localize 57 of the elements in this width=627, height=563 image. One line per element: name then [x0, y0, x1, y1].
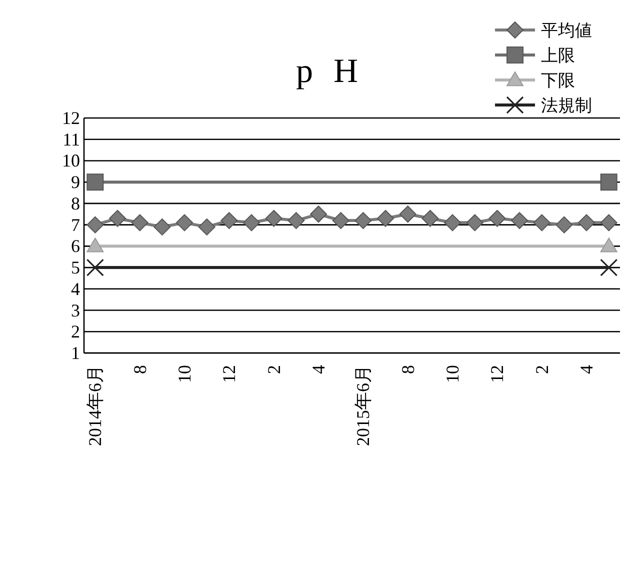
- y-tick-label: 3: [71, 300, 80, 320]
- x-tick-label: 8: [130, 365, 150, 374]
- point: [600, 174, 618, 191]
- point: [556, 216, 573, 234]
- y-tick-label: 8: [71, 193, 80, 214]
- point: [86, 174, 104, 191]
- point: [354, 212, 372, 230]
- chart-title: p H: [296, 53, 364, 90]
- y-tick-label: 4: [71, 278, 80, 299]
- x-tick-label: 10: [442, 365, 462, 383]
- point: [422, 210, 439, 227]
- x-tick-label: 2: [532, 365, 552, 374]
- legend-label: 下限: [541, 71, 575, 90]
- point: [109, 210, 126, 227]
- point: [86, 258, 104, 276]
- y-tick-label: 6: [71, 236, 80, 256]
- x-tick-label: 12: [219, 365, 240, 383]
- point: [131, 214, 148, 232]
- x-tick-label: 4: [308, 365, 328, 374]
- point: [600, 258, 618, 276]
- legend-label: 上限: [541, 46, 575, 65]
- x-tick-label: 10: [174, 365, 194, 383]
- x-tick-label: 8: [398, 365, 418, 374]
- point: [600, 214, 618, 232]
- x-tick-label: 2014年6月: [85, 365, 106, 446]
- point: [265, 210, 282, 227]
- x-tick-label: 2015年6月: [353, 365, 374, 446]
- y-tick-label: 5: [71, 258, 80, 278]
- point: [488, 210, 506, 227]
- legend-label: 法規制: [541, 96, 592, 115]
- x-tick-label: 2: [264, 365, 284, 374]
- point: [310, 206, 327, 223]
- y-tick-label: 2: [71, 322, 80, 342]
- point: [332, 212, 350, 230]
- legend-label: 平均値: [541, 21, 592, 40]
- point: [220, 212, 238, 230]
- y-tick-label: 10: [62, 150, 80, 171]
- point: [399, 206, 416, 223]
- y-tick-label: 9: [71, 172, 80, 192]
- y-tick-label: 1: [71, 343, 80, 363]
- y-tick-label: 11: [62, 129, 80, 150]
- point: [533, 214, 550, 232]
- point: [466, 214, 484, 232]
- point: [444, 214, 461, 232]
- point: [288, 212, 305, 230]
- x-tick-label: 12: [487, 365, 508, 383]
- point: [86, 216, 104, 234]
- point: [243, 214, 260, 232]
- point: [154, 218, 171, 236]
- point: [377, 210, 394, 227]
- y-tick-label: 12: [62, 108, 80, 128]
- y-tick-label: 7: [71, 214, 80, 235]
- point: [176, 214, 193, 232]
- x-tick-label: 4: [576, 365, 596, 374]
- point: [511, 212, 528, 230]
- point: [578, 214, 595, 232]
- point: [198, 218, 216, 236]
